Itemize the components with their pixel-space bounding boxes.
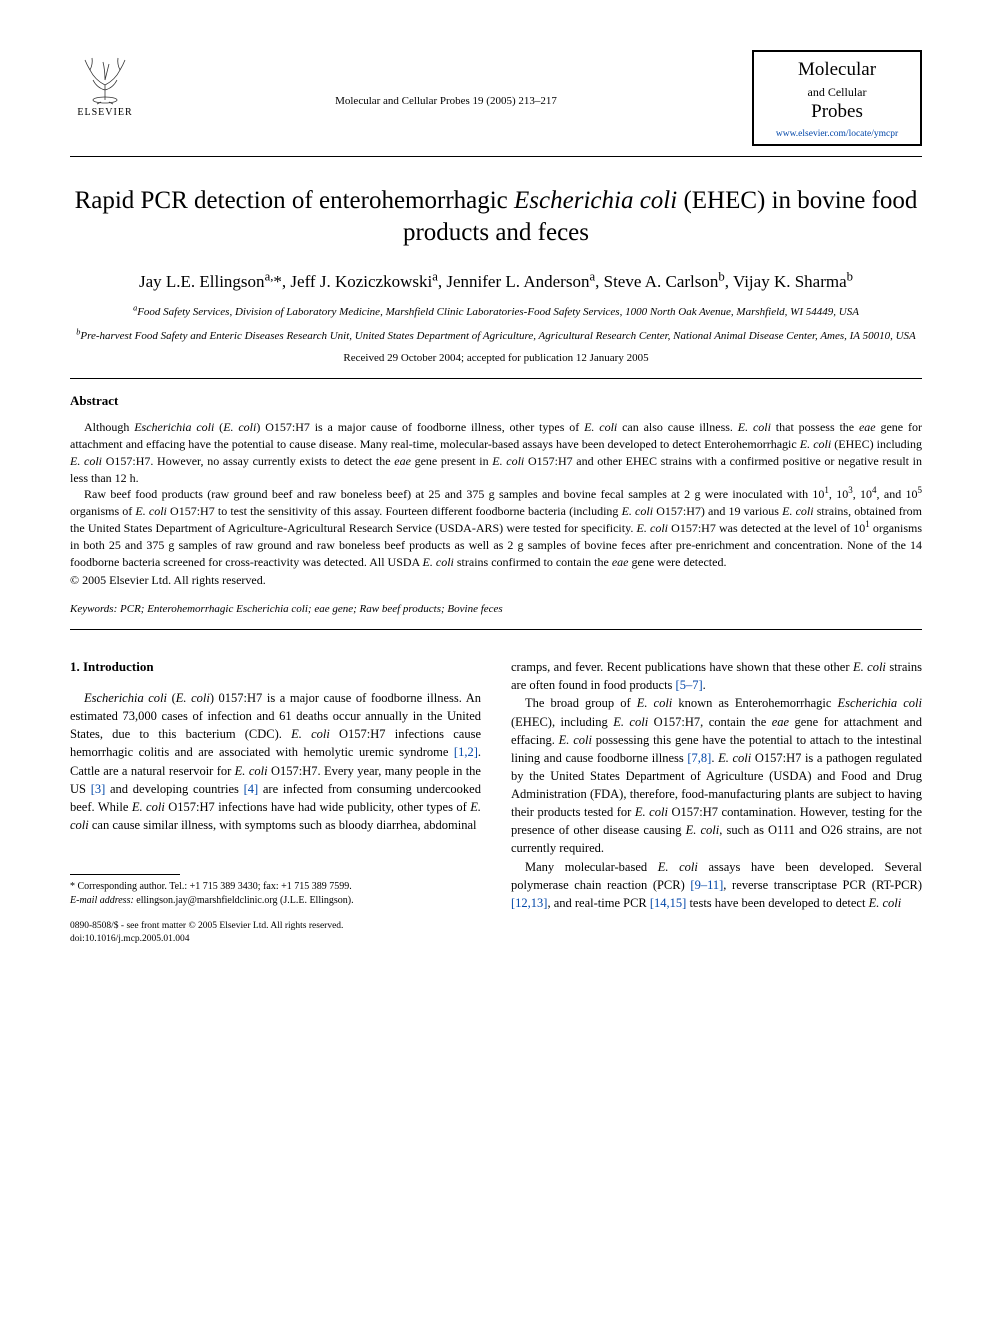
intro-heading: 1. Introduction <box>70 658 481 677</box>
abstract-rule <box>70 629 922 630</box>
affiliation-a-text: Food Safety Services, Division of Labora… <box>137 306 859 318</box>
body-columns: 1. Introduction Escherichia coli (E. col… <box>70 658 922 946</box>
intro-col2-p3: Many molecular-based E. coli assays have… <box>511 858 922 912</box>
email-line: E-mail address: ellingson.jay@marshfield… <box>70 894 481 908</box>
doi-line: doi:10.1016/j.mcp.2005.01.004 <box>70 933 481 946</box>
authors: Jay L.E. Ellingsona,*, Jeff J. Koziczkow… <box>70 270 922 294</box>
intro-col2-p1: cramps, and fever. Recent publications h… <box>511 658 922 694</box>
intro-col2-p2: The broad group of E. coli known as Ente… <box>511 694 922 857</box>
affiliation-a: aFood Safety Services, Division of Labor… <box>70 305 922 320</box>
journal-title-l2: and Cellular <box>808 85 867 99</box>
keywords-line: Keywords: PCR; Enterohemorrhagic Escheri… <box>70 603 922 615</box>
elsevier-tree-icon <box>75 50 135 105</box>
column-right: cramps, and fever. Recent publications h… <box>511 658 922 946</box>
title-rule <box>70 378 922 379</box>
footnote-separator <box>70 874 180 875</box>
abstract-body: Although Escherichia coli (E. coli) O157… <box>70 419 922 589</box>
publisher-name: ELSEVIER <box>77 107 132 118</box>
abstract-p1: Although Escherichia coli (E. coli) O157… <box>70 419 922 486</box>
keywords-label: Keywords: <box>70 603 117 615</box>
abstract-heading: Abstract <box>70 393 922 409</box>
footer-meta: 0890-8508/$ - see front matter © 2005 El… <box>70 920 481 947</box>
intro-col1-p1: Escherichia coli (E. coli) 0157:H7 is a … <box>70 689 481 834</box>
page-header: ELSEVIER Molecular and Cellular Probes 1… <box>70 50 922 146</box>
affiliation-b: bPre-harvest Food Safety and Enteric Dis… <box>70 329 922 344</box>
publisher-logo: ELSEVIER <box>70 50 140 130</box>
journal-url-link[interactable]: www.elsevier.com/locate/ymcpr <box>772 129 902 139</box>
article-dates: Received 29 October 2004; accepted for p… <box>70 352 922 364</box>
journal-title-box: Molecular and Cellular Probes www.elsevi… <box>752 50 922 146</box>
affiliation-b-text: Pre-harvest Food Safety and Enteric Dise… <box>80 330 915 342</box>
journal-title-l1: Molecular <box>798 59 876 80</box>
issn-line: 0890-8508/$ - see front matter © 2005 El… <box>70 920 481 933</box>
header-rule <box>70 156 922 157</box>
abstract-p2: Raw beef food products (raw ground beef … <box>70 486 922 570</box>
corresponding-line: * Corresponding author. Tel.: +1 715 389… <box>70 880 481 894</box>
abstract-copyright: © 2005 Elsevier Ltd. All rights reserved… <box>70 572 922 589</box>
journal-reference: Molecular and Cellular Probes 19 (2005) … <box>140 50 752 107</box>
column-left: 1. Introduction Escherichia coli (E. col… <box>70 658 481 946</box>
corresponding-author-note: * Corresponding author. Tel.: +1 715 389… <box>70 880 481 908</box>
journal-title-l3: Probes <box>811 101 863 122</box>
email-label: E-mail address: <box>70 895 134 906</box>
article-title: Rapid PCR detection of enterohemorrhagic… <box>70 185 922 250</box>
keywords-text: PCR; Enterohemorrhagic Escherichia coli;… <box>120 603 503 615</box>
journal-title: Molecular and Cellular Probes <box>772 60 902 123</box>
email-value: ellingson.jay@marshfieldclinic.org (J.L.… <box>136 895 353 906</box>
